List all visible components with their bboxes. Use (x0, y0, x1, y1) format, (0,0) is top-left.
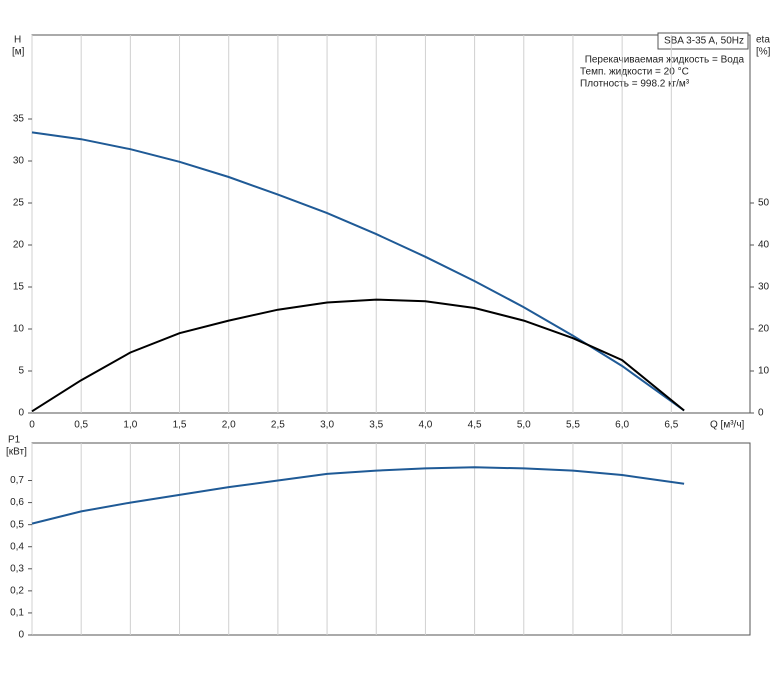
y-axis-label: P1 (8, 435, 21, 446)
y-tick-label: 30 (13, 156, 25, 167)
annotation: Плотность = 998.2 кг/м³ (580, 79, 690, 90)
x-tick-label: 6,5 (664, 420, 678, 431)
y-tick-label: 0,6 (10, 497, 24, 508)
y-tick-label: 0,5 (10, 519, 24, 530)
x-tick-label: 5,0 (517, 420, 531, 431)
x-tick-label: 2,0 (222, 420, 236, 431)
x-tick-label: 1,5 (173, 420, 187, 431)
y-tick-label: 0,3 (10, 563, 24, 574)
y2-tick-label: 40 (758, 240, 770, 251)
x-tick-label: 0,5 (74, 420, 88, 431)
y2-axis-unit: [%] (756, 47, 771, 58)
curve (31, 131, 685, 412)
y-tick-label: 0 (18, 408, 24, 419)
annotation: Перекачиваемая жидкость = Вода (585, 55, 745, 66)
x-tick-label: 4,5 (468, 420, 482, 431)
y2-axis-label: eta (756, 35, 770, 46)
x-tick-label: 4,0 (418, 420, 432, 431)
y-tick-label: 20 (13, 240, 25, 251)
x-tick-label: 0 (29, 420, 35, 431)
x-tick-label: 2,5 (271, 420, 285, 431)
curve (31, 466, 685, 525)
plot-frame (31, 34, 751, 414)
y-tick-label: 15 (13, 282, 25, 293)
x-tick-label: 6,0 (615, 420, 629, 431)
y2-tick-label: 20 (758, 324, 770, 335)
curve (31, 298, 685, 413)
y-tick-label: 0,1 (10, 608, 24, 619)
y-tick-label: 10 (13, 324, 25, 335)
y-tick-label: 0,2 (10, 586, 24, 597)
y2-tick-label: 0 (758, 408, 764, 419)
y2-tick-label: 50 (758, 198, 770, 209)
y2-tick-label: 10 (758, 366, 770, 377)
x-tick-label: 3,5 (369, 420, 383, 431)
x-tick-label: 5,5 (566, 420, 580, 431)
y-tick-label: 25 (13, 198, 25, 209)
y2-tick-label: 30 (758, 282, 770, 293)
x-tick-label: 3,0 (320, 420, 334, 431)
y-tick-label: 0,4 (10, 541, 24, 552)
y-tick-label: 5 (18, 366, 24, 377)
y-tick-label: 0 (18, 630, 24, 641)
y-axis-unit: [кВт] (6, 447, 27, 458)
annotation: Темп. жидкости = 20 °C (580, 67, 689, 78)
y-tick-label: 35 (13, 114, 25, 125)
x-axis-label: Q [м³/ч] (710, 420, 745, 431)
legend-box (657, 32, 749, 50)
plot-frame (31, 442, 751, 636)
x-tick-label: 1,0 (123, 420, 137, 431)
y-tick-label: 0,7 (10, 475, 24, 486)
legend-title: SBA 3-35 A, 50Hz (664, 36, 744, 47)
y-axis-unit: [м] (12, 47, 25, 58)
y-axis-label: H (14, 35, 21, 46)
